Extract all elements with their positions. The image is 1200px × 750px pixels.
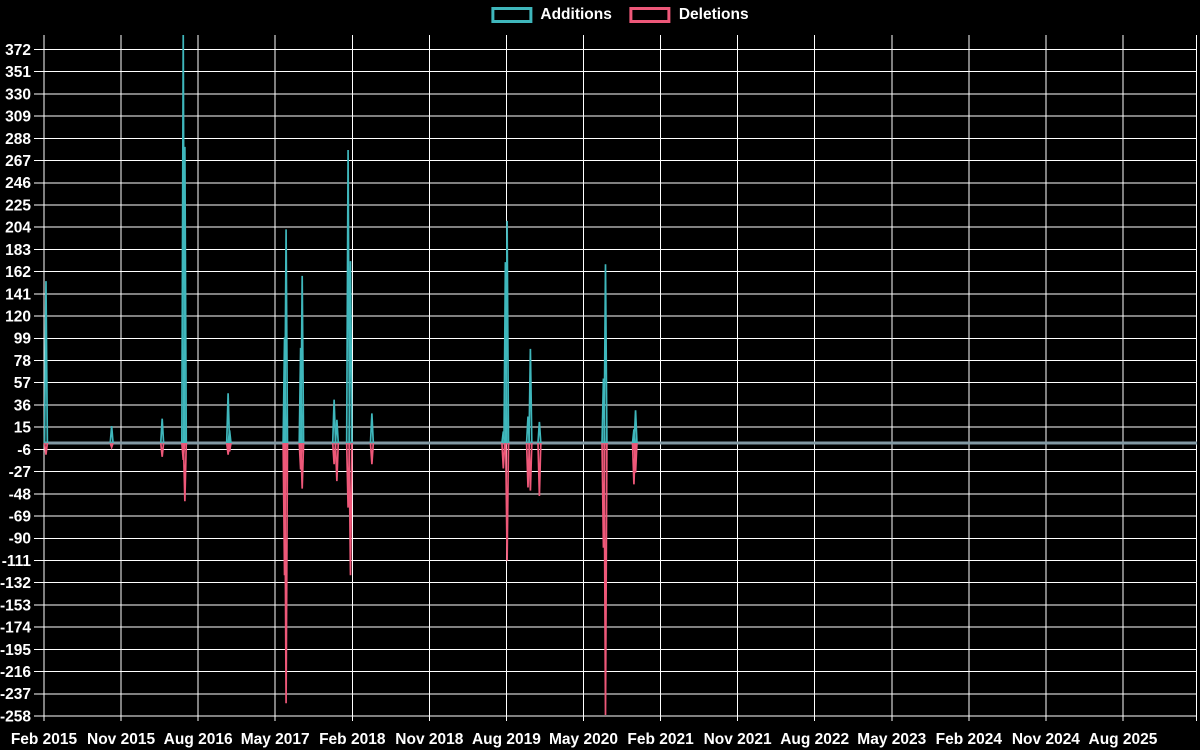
deletion-spike bbox=[603, 443, 608, 715]
legend-item-additions[interactable]: Additions bbox=[491, 6, 612, 24]
addition-spike bbox=[348, 261, 353, 444]
deletion-spike bbox=[227, 442, 232, 452]
legend-item-deletions[interactable]: Deletions bbox=[629, 6, 749, 24]
addition-spike bbox=[225, 393, 231, 444]
deletions-series bbox=[43, 442, 638, 715]
y-tick-label: -6 bbox=[17, 442, 31, 459]
y-tick-label: 120 bbox=[5, 309, 31, 326]
y-tick-label: 15 bbox=[14, 420, 32, 437]
y-tick-label: 57 bbox=[14, 375, 31, 392]
deletion-spike bbox=[633, 443, 638, 473]
deletion-spike bbox=[43, 442, 49, 455]
x-tick-label: Feb 2015 bbox=[11, 731, 78, 748]
y-tick-label: -153 bbox=[0, 597, 31, 614]
y-tick-label: 267 bbox=[5, 153, 31, 170]
legend-label-deletions: Deletions bbox=[678, 6, 749, 24]
y-tick-label: -27 bbox=[9, 464, 31, 481]
addition-spike bbox=[369, 413, 375, 444]
deletion-spike bbox=[299, 443, 305, 489]
x-tick-label: May 2017 bbox=[241, 731, 310, 748]
additions-swatch-icon bbox=[491, 7, 533, 23]
addition-spike bbox=[159, 418, 165, 444]
addition-spike bbox=[109, 426, 114, 444]
y-tick-label: 204 bbox=[5, 220, 31, 237]
y-tick-label: 309 bbox=[5, 109, 31, 126]
y-tick-label: -48 bbox=[9, 486, 32, 503]
y-tick-label: 330 bbox=[5, 86, 31, 103]
y-tick-label: 99 bbox=[14, 331, 32, 348]
deletion-spike bbox=[348, 443, 353, 576]
deletion-spike bbox=[504, 443, 510, 561]
addition-spike bbox=[537, 421, 542, 444]
x-tick-label: May 2023 bbox=[857, 731, 926, 748]
y-tick-label: -90 bbox=[9, 531, 31, 548]
y-tick-label: -69 bbox=[9, 508, 32, 525]
x-tick-label: Aug 2019 bbox=[472, 731, 541, 748]
deletion-spike bbox=[537, 443, 542, 496]
x-tick-label: Aug 2016 bbox=[164, 731, 233, 748]
addition-spike bbox=[633, 410, 638, 444]
y-tick-label: 36 bbox=[14, 397, 32, 414]
x-tick-label: Feb 2021 bbox=[627, 731, 694, 748]
deletion-spike bbox=[501, 443, 506, 469]
axis-labels: 372 351 330 309 288 267 246 225 204 183 162 141 120 9… bbox=[0, 42, 1158, 748]
x-tick-label: Aug 2022 bbox=[780, 731, 849, 748]
y-tick-label: -258 bbox=[0, 708, 31, 725]
addition-spike bbox=[528, 348, 533, 444]
addition-spike bbox=[43, 281, 49, 444]
x-tick-label: Nov 2015 bbox=[87, 731, 155, 748]
y-tick-label: -216 bbox=[0, 664, 31, 681]
y-tick-label: 78 bbox=[14, 353, 32, 370]
addition-spike bbox=[504, 220, 510, 444]
legend-label-additions: Additions bbox=[540, 6, 612, 24]
legend: Additions Deletions bbox=[491, 6, 749, 24]
y-tick-label: -132 bbox=[0, 575, 31, 592]
x-tick-label: Nov 2018 bbox=[395, 731, 463, 748]
y-tick-label: 288 bbox=[5, 131, 31, 148]
addition-spike bbox=[227, 430, 232, 444]
deletion-spike bbox=[528, 443, 533, 491]
y-tick-label: -195 bbox=[0, 642, 31, 659]
y-tick-label: -237 bbox=[0, 686, 31, 703]
x-tick-label: Feb 2024 bbox=[936, 731, 1003, 748]
addition-spike bbox=[331, 399, 337, 444]
x-tick-label: Aug 2025 bbox=[1089, 731, 1158, 748]
x-tick-label: Feb 2018 bbox=[319, 731, 386, 748]
y-tick-label: 183 bbox=[5, 242, 31, 259]
y-tick-label: -111 bbox=[2, 553, 32, 570]
deletions-swatch-icon bbox=[629, 7, 671, 23]
deletion-spike bbox=[369, 442, 375, 465]
y-tick-label: 162 bbox=[5, 264, 31, 281]
additions-series bbox=[43, 35, 638, 444]
gridlines bbox=[34, 35, 1197, 721]
deletion-spike bbox=[182, 443, 188, 502]
deletion-spike bbox=[109, 442, 114, 450]
y-tick-label: -174 bbox=[0, 620, 31, 637]
y-tick-label: 351 bbox=[5, 64, 31, 81]
addition-spike bbox=[603, 264, 608, 444]
addition-spike bbox=[334, 419, 340, 444]
addition-spike bbox=[182, 146, 188, 444]
y-tick-label: 225 bbox=[5, 197, 31, 214]
x-tick-label: Nov 2024 bbox=[1012, 731, 1080, 748]
addition-spike bbox=[299, 275, 305, 444]
y-tick-label: 246 bbox=[5, 175, 31, 192]
y-tick-label: 141 bbox=[5, 286, 31, 303]
deletion-spike bbox=[334, 443, 340, 482]
y-tick-label: 372 bbox=[5, 42, 31, 59]
addition-spike bbox=[283, 229, 289, 444]
x-tick-label: May 2020 bbox=[549, 731, 618, 748]
deletion-spike bbox=[159, 442, 165, 457]
x-tick-label: Nov 2021 bbox=[704, 731, 772, 748]
